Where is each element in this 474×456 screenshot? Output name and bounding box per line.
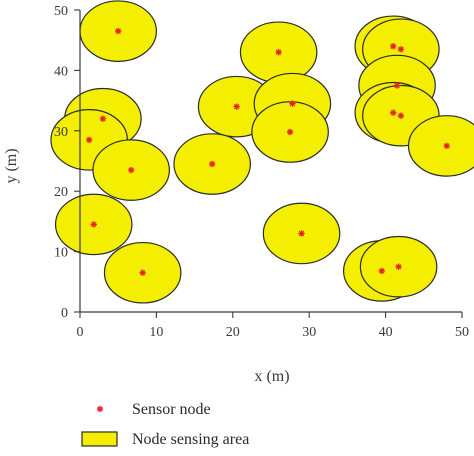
legend-item-sensing-area: Node sensing area [81, 431, 249, 448]
sensor-node-point [397, 112, 405, 119]
axes: 0 10 20 30 40 50 0 10 20 30 40 50 [54, 4, 469, 340]
sensor-node-point [390, 109, 397, 116]
legend-label-sensing-area: Node sensing area [132, 431, 249, 448]
x-tick-label: 50 [455, 325, 469, 340]
sensor-node-point [378, 267, 385, 275]
sensor-node-point [393, 82, 401, 89]
y-tick-label: 40 [54, 64, 68, 79]
sensor-node-point [99, 115, 107, 122]
sensor-node-point [443, 142, 450, 150]
sensor-node-point [390, 43, 397, 50]
x-tick-label: 0 [77, 325, 84, 340]
sensor-node-point [115, 27, 122, 35]
axis-ticks: 0 10 20 30 40 50 0 10 20 30 40 50 [54, 4, 469, 340]
legend: Sensor node Node sensing area [81, 401, 249, 448]
sensor-node-point [85, 136, 93, 144]
sensor-node-point [397, 46, 405, 53]
star-marker-icon [96, 405, 104, 413]
y-tick-label: 30 [54, 125, 68, 140]
sensor-node-point [286, 128, 294, 136]
y-axis-title: y (m) [3, 148, 20, 183]
x-axis-title: x (m) [254, 368, 289, 385]
sensor-node-point [139, 269, 146, 276]
legend-star-glyph [96, 405, 104, 413]
sensor-node-point [395, 263, 402, 270]
sensing-area [407, 115, 474, 177]
sensor-nodes-layer [85, 27, 450, 276]
sensing-areas-layer [50, 0, 474, 304]
legend-item-sensor-node: Sensor node [96, 401, 211, 418]
sensor-node-point [127, 166, 135, 174]
x-tick-label: 10 [149, 325, 163, 340]
x-tick-label: 30 [302, 325, 316, 340]
sensor-node-point [90, 221, 97, 228]
y-tick-label: 50 [54, 4, 68, 19]
sensor-node-point [208, 160, 216, 168]
y-tick-label: 0 [61, 306, 68, 321]
sensor-node-point [275, 49, 282, 56]
sensor-node-point [233, 103, 240, 110]
x-tick-label: 40 [379, 325, 393, 340]
sensor-node-point [289, 100, 296, 107]
x-tick-label: 20 [226, 325, 240, 340]
sensing-area-swatch-icon [81, 431, 118, 447]
legend-label-sensor-node: Sensor node [132, 401, 211, 418]
y-tick-label: 10 [54, 246, 68, 261]
sensor-node-point [298, 230, 305, 237]
y-tick-label: 20 [54, 185, 68, 200]
